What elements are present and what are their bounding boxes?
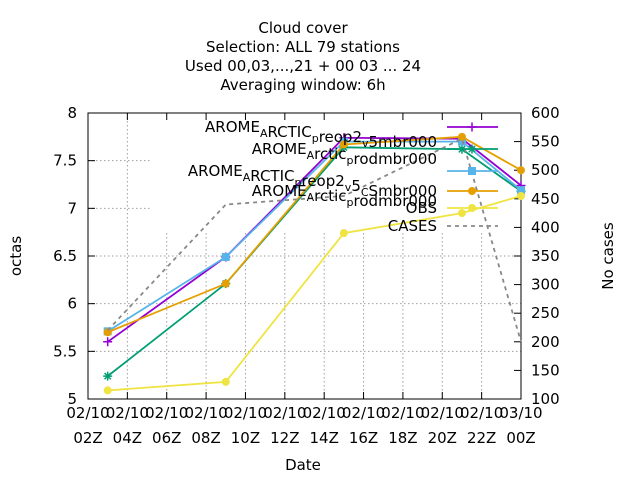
x-tick-label-date: 02/10 xyxy=(145,404,188,422)
legend-label-part: 5mbr000 xyxy=(369,133,437,151)
title-line-1: Cloud cover xyxy=(258,19,348,37)
x-tick-label-hour: 12Z xyxy=(270,429,299,447)
legend-label-part: rctic xyxy=(314,187,346,205)
x-tick-label-hour: 14Z xyxy=(309,429,338,447)
series-line xyxy=(108,138,521,342)
data-point xyxy=(458,210,465,217)
y2-tick-label: 200 xyxy=(531,333,560,351)
y2-tick-label: 350 xyxy=(531,247,560,265)
x-tick-label-hour: 18Z xyxy=(388,429,417,447)
x-tick-label-hour: 00Z xyxy=(506,429,535,447)
series-line xyxy=(108,142,521,332)
legend-label: OBS xyxy=(406,199,437,217)
x-tick-label-date: 02/10 xyxy=(303,404,346,422)
x-tick-label-hour: 08Z xyxy=(191,429,220,447)
y2-tick-label: 100 xyxy=(531,390,560,408)
x-tick-label-hour: 02Z xyxy=(73,429,102,447)
y-tick-label: 8 xyxy=(67,104,77,122)
x-tick-label-date: 02/10 xyxy=(224,404,267,422)
y2-axis-label: No cases xyxy=(599,222,617,290)
data-point xyxy=(518,192,525,199)
legend-label-part: AROME xyxy=(205,118,260,136)
data-point xyxy=(104,387,111,394)
x-tick-label-hour: 06Z xyxy=(152,429,181,447)
y-tick-label: 7.5 xyxy=(53,152,77,170)
legend-label-part: AROME xyxy=(252,182,307,200)
title-line-4: Averaging window: 6h xyxy=(220,76,385,94)
legend-marker xyxy=(468,145,477,154)
legend-label-part: p xyxy=(347,196,354,209)
y2-tick-label: 450 xyxy=(531,190,560,208)
x-tick-label-date: 02/10 xyxy=(106,404,149,422)
y-axis-label: octas xyxy=(7,236,25,276)
x-tick-label-date: 02/10 xyxy=(342,404,385,422)
y-tick-label: 6.5 xyxy=(53,247,77,265)
series-3 xyxy=(104,133,524,335)
legend-label-part: RCTIC xyxy=(267,123,311,141)
data-point xyxy=(103,372,112,381)
y-tick-label: 7 xyxy=(67,199,77,217)
data-point xyxy=(340,230,347,237)
legend: AROMEARCTICpreop2v5mbr000AROMEArcticprod… xyxy=(188,118,498,235)
x-tick-label-hour: 22Z xyxy=(467,429,496,447)
y2-tick-label: 250 xyxy=(531,304,560,322)
data-point xyxy=(222,253,229,260)
legend-label: CASES xyxy=(388,217,437,235)
legend-label-part: rodmbr000 xyxy=(354,150,437,168)
y2-tick-label: 300 xyxy=(531,276,560,294)
legend-label-part: AROME xyxy=(188,162,243,180)
y2-tick-label: 400 xyxy=(531,218,560,236)
x-tick-label-date: 02/10 xyxy=(263,404,306,422)
y2-tick-label: 500 xyxy=(531,161,560,179)
title-line-3: Used 00,03,...,21 + 00 03 ... 24 xyxy=(185,57,421,75)
y2-tick-label: 600 xyxy=(531,104,560,122)
x-tick-label-date: 02/10 xyxy=(460,404,503,422)
legend-label-part: OBS xyxy=(406,199,437,217)
data-point xyxy=(222,378,229,385)
x-tick-label-date: 02/10 xyxy=(184,404,227,422)
x-tick-label-hour: 04Z xyxy=(113,429,142,447)
data-point xyxy=(518,167,525,174)
y2-tick-label: 550 xyxy=(531,133,560,151)
y-tick-label: 5.5 xyxy=(53,342,77,360)
legend-label-part: p xyxy=(347,154,354,167)
legend-marker xyxy=(469,205,476,212)
chart-title: Cloud cover Selection: ALL 79 stations U… xyxy=(185,19,421,94)
y-tick-label: 5 xyxy=(67,390,77,408)
legend-marker xyxy=(468,123,477,132)
legend-label-part: AROME xyxy=(252,140,307,158)
legend-label-part: reop2 xyxy=(319,128,362,146)
y-tick-label: 6 xyxy=(67,295,77,313)
x-tick-label-date: 02/10 xyxy=(421,404,464,422)
series-line xyxy=(108,137,521,332)
legend-marker xyxy=(469,168,476,175)
x-tick-label-hour: 16Z xyxy=(349,429,378,447)
x-tick-label-hour: 20Z xyxy=(428,429,457,447)
x-axis-label: Date xyxy=(285,456,321,474)
legend-label-part: p xyxy=(312,132,319,145)
legend-marker xyxy=(469,188,476,195)
legend-label-part: rctic xyxy=(314,145,346,163)
data-point xyxy=(222,280,229,287)
title-line-2: Selection: ALL 79 stations xyxy=(206,38,400,56)
x-tick-label-hour: 10Z xyxy=(231,429,260,447)
y2-tick-label: 150 xyxy=(531,361,560,379)
legend-label-part: CASES xyxy=(388,217,437,235)
x-tick-label-date: 02/10 xyxy=(381,404,424,422)
